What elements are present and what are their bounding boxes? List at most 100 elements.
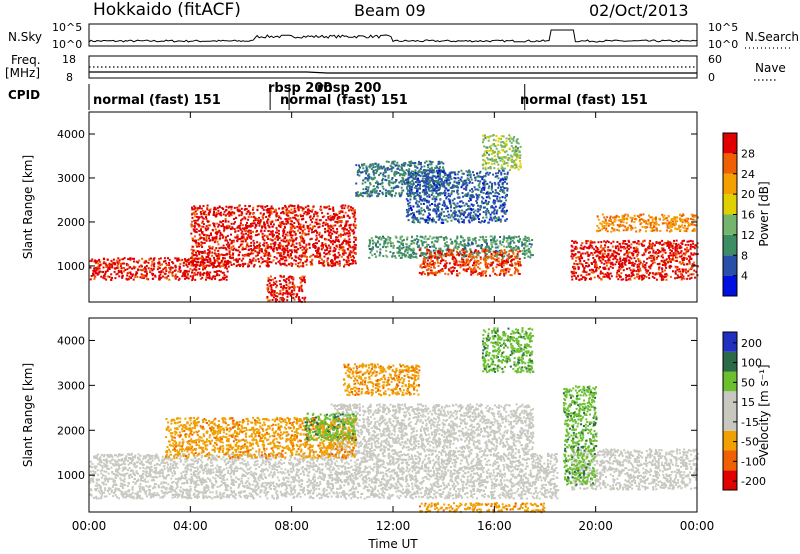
power-cell (205, 264, 208, 267)
power-cell (495, 135, 498, 137)
power-cell (266, 205, 269, 207)
power-cell (387, 174, 390, 177)
power-cell (232, 256, 234, 259)
power-cell (285, 278, 288, 280)
power-cell (496, 192, 499, 195)
power-cell (513, 152, 516, 155)
power-cell (143, 261, 146, 264)
power-cell (390, 167, 393, 170)
power-cell (186, 265, 189, 268)
power-cell (410, 253, 412, 256)
power-cell (278, 245, 281, 247)
power-cell (268, 210, 271, 213)
power-cell (483, 239, 486, 242)
power-cell (414, 169, 417, 172)
power-cell (439, 216, 442, 219)
power-cell (146, 272, 148, 275)
power-cell (423, 181, 426, 184)
power-cell (107, 264, 110, 267)
power-cell (477, 204, 480, 207)
power-cell (207, 213, 210, 216)
power-cell (435, 211, 438, 214)
power-cell (271, 232, 274, 235)
power-cell (287, 211, 290, 214)
power-cell (455, 241, 458, 244)
power-cell (260, 230, 263, 233)
power-cell (215, 237, 218, 240)
power-cell (484, 201, 487, 204)
power-cell (406, 179, 409, 182)
power-cell (145, 260, 148, 263)
power-cell (117, 262, 120, 265)
power-cell (434, 204, 437, 207)
power-cell (200, 207, 203, 210)
power-cell (205, 225, 208, 228)
power-cell (108, 275, 111, 278)
power-cell (413, 171, 416, 174)
power-cell (191, 245, 194, 248)
power-cell (312, 242, 315, 245)
power-cell (263, 242, 266, 245)
power-cell (319, 205, 322, 208)
power-cell (500, 210, 503, 213)
power-cell (440, 260, 443, 262)
power-cell (326, 212, 329, 215)
power-cell (343, 265, 345, 268)
power-cell (136, 275, 139, 278)
power-cell (484, 248, 487, 251)
power-cell (402, 252, 405, 255)
power-cell (510, 165, 513, 167)
power-cell (445, 262, 448, 265)
power-cell (381, 191, 384, 194)
power-cell (502, 204, 505, 206)
power-cell (396, 247, 399, 249)
power-cell (208, 245, 211, 248)
power-cell (451, 171, 454, 174)
power-cell (434, 247, 437, 250)
power-cell (317, 248, 320, 251)
power-cell (518, 239, 521, 242)
power-cell (435, 165, 438, 168)
power-cell (456, 274, 459, 277)
power-cell (430, 171, 433, 173)
power-cell (477, 263, 480, 266)
power-cell (397, 251, 400, 254)
power-cell (483, 250, 486, 253)
power-cell (461, 244, 464, 247)
power-cell (203, 272, 206, 275)
power-cell (427, 175, 429, 178)
power-cell (512, 138, 515, 140)
power-cell (294, 249, 297, 252)
power-cell (269, 245, 272, 248)
power-cell (440, 253, 443, 256)
power-cell (528, 247, 531, 250)
power-cell (258, 260, 260, 263)
power-cell (443, 254, 446, 257)
power-cell (506, 161, 509, 164)
power-cell (355, 194, 358, 197)
power-cell (164, 266, 167, 269)
power-cell (278, 279, 281, 282)
power-cell (442, 201, 445, 204)
power-cell (303, 275, 306, 278)
power-cell (292, 278, 295, 281)
power-cell (213, 210, 215, 213)
freq-left-tick-top: 18 (62, 53, 76, 66)
power-cell (134, 276, 137, 279)
power-cell (518, 273, 521, 275)
power-cell (497, 150, 500, 153)
power-cell (485, 162, 487, 164)
power-cell (270, 223, 272, 225)
power-cell (393, 171, 396, 174)
power-cell (457, 264, 460, 267)
power-cell (133, 267, 136, 270)
power-cell (97, 272, 100, 275)
power-cell (271, 225, 274, 228)
power-cell (475, 193, 478, 196)
power-cell (223, 261, 226, 264)
power-cell (222, 258, 224, 261)
power-cell (492, 210, 495, 213)
power-cell (98, 264, 101, 266)
power-cell (222, 247, 225, 250)
power-cell (473, 186, 476, 189)
